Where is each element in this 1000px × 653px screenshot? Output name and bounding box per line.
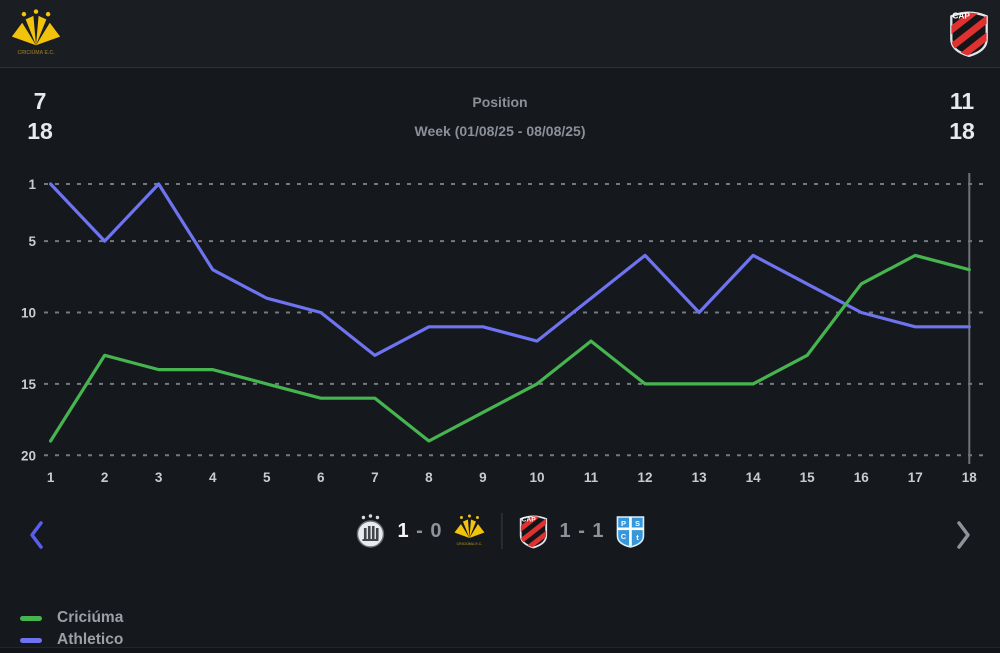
chevron-right-icon[interactable] [952, 519, 974, 551]
athletico-logo-icon: CAP [950, 10, 988, 58]
criciuma-logo-icon: CRICIÚMA E.C. [11, 9, 61, 56]
svg-text:15: 15 [800, 470, 816, 485]
athletico-line-swatch [20, 637, 42, 643]
top-bar: CRICIÚMA E.C. CAP [0, 0, 1000, 68]
svg-text:12: 12 [638, 470, 653, 485]
score-dash: - [578, 519, 586, 542]
away-team-summary: 11 18 [936, 86, 988, 146]
svg-text:C: C [621, 532, 627, 541]
chart-subtitle: Week (01/08/25 - 08/08/25) [414, 123, 586, 139]
criciuma-crest-icon: CRICIÚMA E.C. [454, 514, 485, 546]
svg-text:8: 8 [425, 470, 433, 485]
legend-label: Criciúma [57, 609, 124, 626]
svg-text:15: 15 [21, 377, 37, 392]
svg-text:CRICIÚMA E.C.: CRICIÚMA E.C. [457, 541, 483, 546]
svg-text:S: S [635, 519, 640, 528]
paysandu-crest-icon: P S C t [616, 516, 645, 548]
score-dash: - [416, 519, 424, 542]
svg-text:5: 5 [28, 234, 36, 249]
athletico-crest-icon: CAP [519, 515, 548, 549]
svg-text:13: 13 [692, 470, 708, 485]
svg-text:7: 7 [371, 470, 379, 485]
match-1-home-score: 1 [397, 519, 410, 542]
svg-text:1: 1 [28, 177, 36, 192]
match-result-1[interactable]: 1 - 0 CRICIÚMA E.C. [354, 513, 485, 549]
legend-item-athletico: Athletico [20, 629, 123, 651]
svg-text:t: t [636, 533, 639, 542]
match-results: 1 - 0 CRICIÚMA E.C. [354, 513, 645, 549]
svg-text:1: 1 [47, 470, 55, 485]
chart-legend: Criciúma Athletico [20, 607, 123, 651]
svg-text:5: 5 [263, 470, 271, 485]
svg-text:9: 9 [479, 470, 487, 485]
carousel-divider [501, 513, 503, 549]
svg-text:11: 11 [584, 470, 599, 485]
svg-text:10: 10 [529, 470, 544, 485]
svg-text:20: 20 [21, 448, 36, 463]
match-2-away-score: 1 [592, 519, 605, 542]
svg-text:2: 2 [101, 470, 109, 485]
match-result-2[interactable]: CAP 1 - 1 P S C t [519, 513, 646, 549]
home-total: 18 [27, 118, 53, 144]
chart-title: Position [472, 94, 528, 110]
match-2-score: 1 - 1 [560, 520, 605, 543]
chevron-left-icon[interactable] [26, 519, 48, 551]
svg-text:18: 18 [962, 470, 978, 485]
results-carousel: 1 - 0 CRICIÚMA E.C. [0, 505, 1000, 567]
home-team-summary: 7 18 [14, 86, 66, 146]
svg-text:4: 4 [209, 470, 217, 485]
match-1-score: 1 - 0 [397, 520, 442, 543]
svg-text:CAP: CAP [952, 10, 970, 20]
footer-strip [0, 647, 1000, 653]
svg-text:CRICIÚMA E.C.: CRICIÚMA E.C. [17, 49, 55, 56]
legend-label: Athletico [57, 631, 124, 648]
legend-item-criciuma: Criciúma [20, 607, 123, 629]
away-current-position: 11 [949, 88, 975, 114]
svg-text:3: 3 [155, 470, 163, 485]
svg-text:17: 17 [908, 470, 923, 485]
home-current-position: 7 [33, 88, 47, 114]
svg-text:P: P [621, 519, 626, 528]
svg-text:14: 14 [746, 470, 762, 485]
svg-text:16: 16 [854, 470, 870, 485]
match-2-home-score: 1 [559, 519, 572, 542]
match-1-away-score: 0 [430, 519, 443, 542]
away-total: 18 [949, 118, 975, 144]
svg-text:10: 10 [21, 306, 36, 321]
striped-circle-crest-icon [356, 514, 385, 548]
criciuma-line-swatch [20, 615, 42, 621]
svg-text:CAP: CAP [522, 516, 537, 523]
svg-text:6: 6 [317, 470, 325, 485]
